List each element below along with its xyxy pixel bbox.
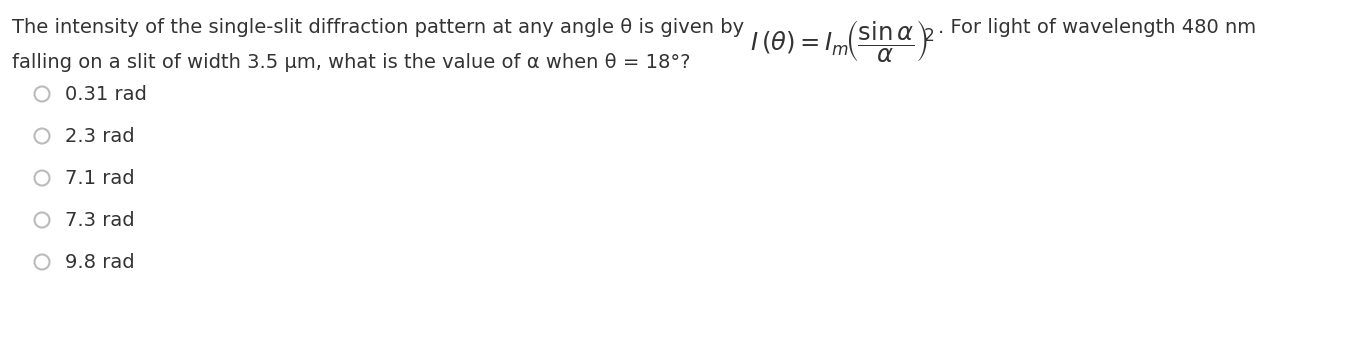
Text: $I\,(\theta) = I_m\!\left(\dfrac{\sin\alpha}{\alpha}\right)^{\!\!2}$: $I\,(\theta) = I_m\!\left(\dfrac{\sin\al… xyxy=(751,18,936,64)
Text: 7.1 rad: 7.1 rad xyxy=(65,168,135,188)
Text: 0.31 rad: 0.31 rad xyxy=(65,85,147,103)
Text: 9.8 rad: 9.8 rad xyxy=(65,253,135,271)
Text: The intensity of the single-slit diffraction pattern at any angle θ is given by: The intensity of the single-slit diffrac… xyxy=(12,18,751,37)
Text: . For light of wavelength 480 nm: . For light of wavelength 480 nm xyxy=(938,18,1257,37)
Text: falling on a slit of width 3.5 μm, what is the value of α when θ = 18°?: falling on a slit of width 3.5 μm, what … xyxy=(12,53,690,72)
Text: 2.3 rad: 2.3 rad xyxy=(65,127,135,145)
Text: 7.3 rad: 7.3 rad xyxy=(65,211,135,229)
